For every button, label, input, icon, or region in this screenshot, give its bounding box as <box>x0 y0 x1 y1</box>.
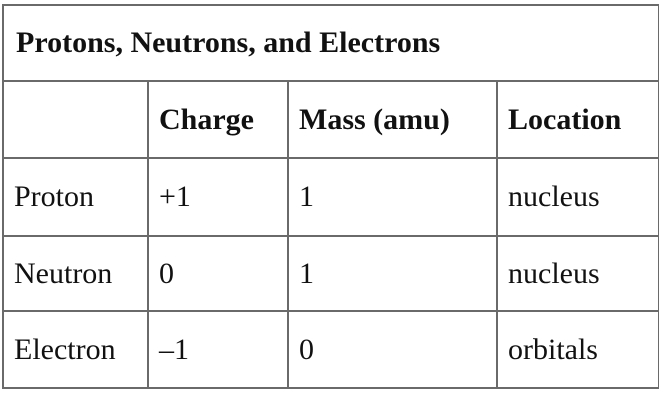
header-location: Location <box>495 80 659 159</box>
header-charge: Charge <box>147 80 289 159</box>
cell-mass: 0 <box>287 310 498 389</box>
header-blank <box>2 80 149 159</box>
cell-particle: Electron <box>2 310 149 389</box>
table-row: Electron –1 0 orbitals <box>2 310 659 389</box>
table-row: Neutron 0 1 nucleus <box>2 235 659 312</box>
cell-charge: –1 <box>147 310 289 389</box>
header-mass: Mass (amu) <box>287 80 498 159</box>
cell-charge: +1 <box>147 157 289 237</box>
cell-location: nucleus <box>495 235 659 312</box>
cell-location: nucleus <box>495 157 659 237</box>
cell-particle: Proton <box>2 157 149 237</box>
header-row: Charge Mass (amu) Location <box>2 80 659 159</box>
table-title: Protons, Neutrons, and Electrons <box>1 4 659 82</box>
particles-table: Protons, Neutrons, and Electrons Charge … <box>1 4 659 389</box>
cell-charge: 0 <box>147 235 289 312</box>
cell-location: orbitals <box>495 310 659 389</box>
table-row: Proton +1 1 nucleus <box>2 157 659 237</box>
cell-mass: 1 <box>287 157 498 237</box>
title-row: Protons, Neutrons, and Electrons <box>1 4 659 82</box>
cell-particle: Neutron <box>2 235 149 312</box>
cell-mass: 1 <box>287 235 498 312</box>
